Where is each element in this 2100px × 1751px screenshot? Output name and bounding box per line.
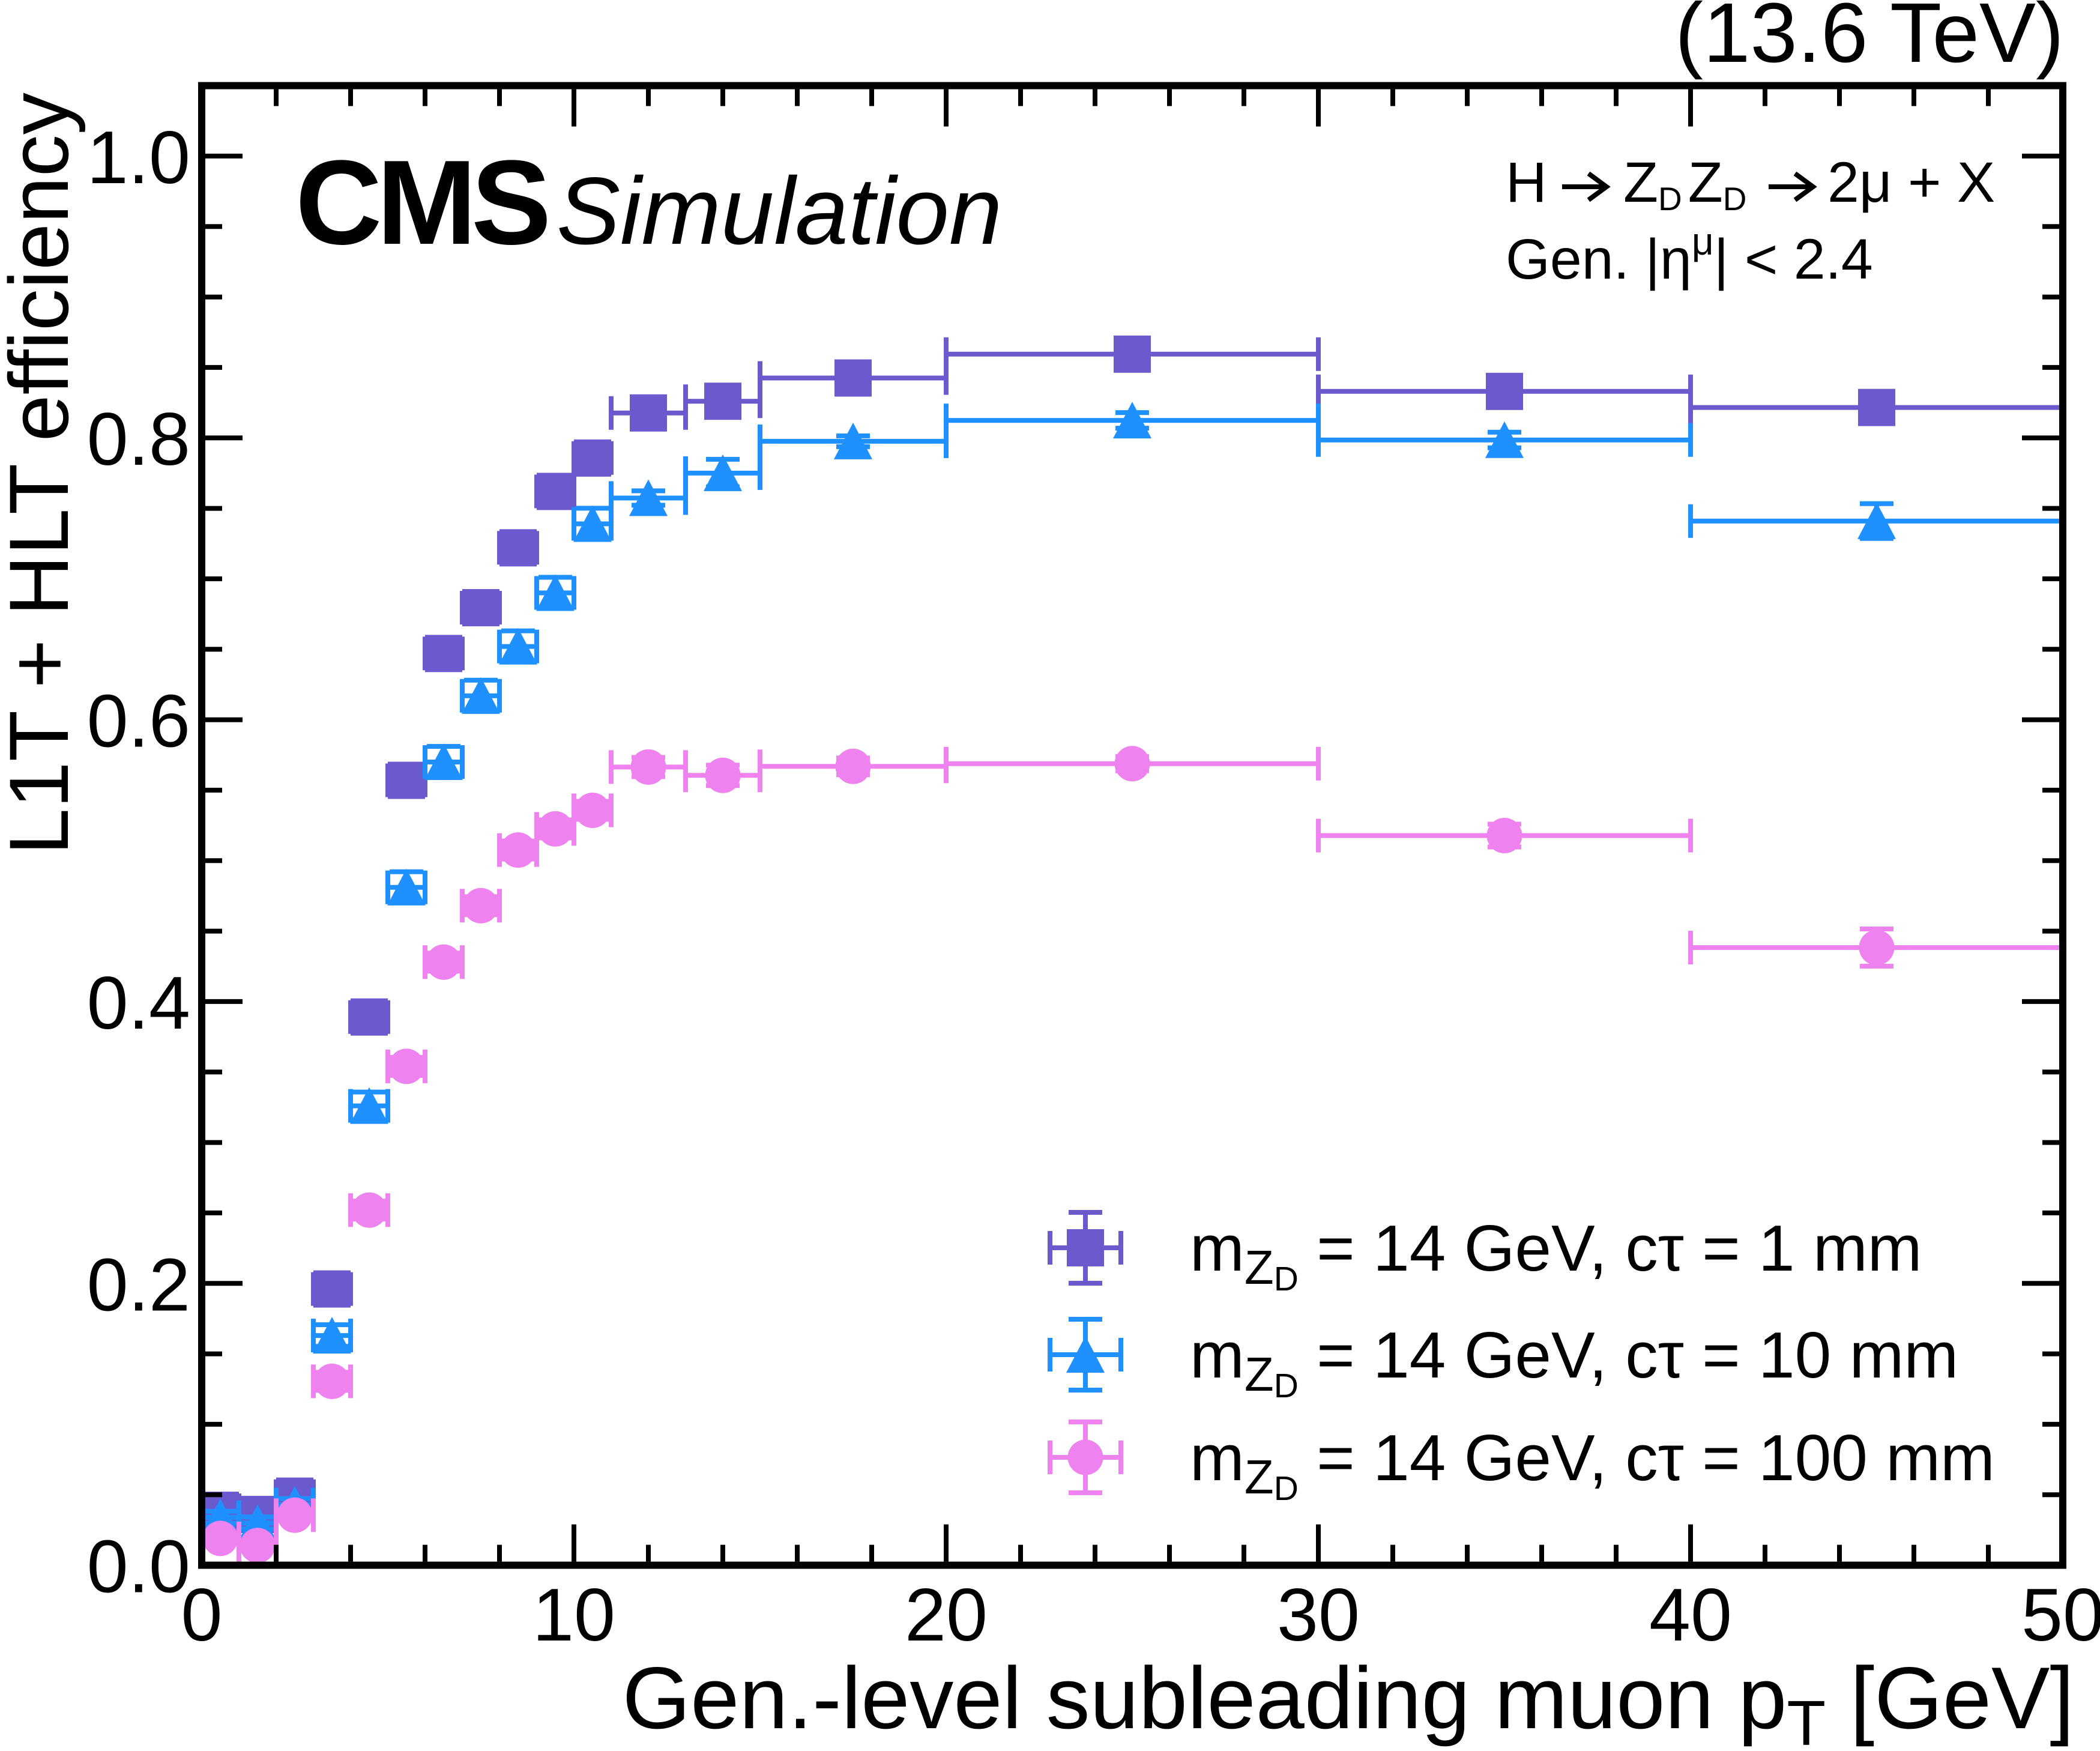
svg-text:1.0: 1.0 (87, 116, 190, 199)
svg-text:40: 40 (1649, 1574, 1732, 1657)
svg-text:0.0: 0.0 (87, 1526, 190, 1609)
svg-text:mZD = 14 GeV, cτ = 1 mm: mZD = 14 GeV, cτ = 1 mm (1190, 1212, 1922, 1298)
svg-text:50: 50 (2021, 1574, 2100, 1657)
svg-text:30: 30 (1277, 1574, 1360, 1657)
svg-text:0.6: 0.6 (87, 680, 190, 763)
svg-text:L1T + HLT efficiency: L1T + HLT efficiency (0, 92, 86, 855)
svg-text:Simulation: Simulation (557, 157, 1002, 264)
svg-text:0.8: 0.8 (87, 398, 190, 481)
svg-text:H: H (1506, 151, 1547, 214)
svg-text:mZD = 14 GeV, cτ = 100 mm: mZD = 14 GeV, cτ = 100 mm (1190, 1421, 1995, 1508)
svg-text:CMS: CMS (295, 136, 547, 270)
svg-text:0.4: 0.4 (87, 962, 190, 1045)
svg-text:0: 0 (181, 1574, 223, 1657)
svg-text:10: 10 (533, 1574, 615, 1657)
svg-text:Gen. |ημ| < 2.4: Gen. |ημ| < 2.4 (1506, 220, 1873, 291)
svg-text:2μ + X: 2μ + X (1827, 151, 1995, 214)
svg-text:mZD = 14 GeV, cτ = 10 mm: mZD = 14 GeV, cτ = 10 mm (1190, 1319, 1958, 1405)
svg-text:0.2: 0.2 (87, 1244, 190, 1326)
svg-text:(13.6 TeV): (13.6 TeV) (1675, 0, 2064, 80)
svg-text:20: 20 (905, 1574, 988, 1657)
svg-text:Gen.-level subleading muon pT: Gen.-level subleading muon pT [GeV] (623, 1649, 2074, 1751)
